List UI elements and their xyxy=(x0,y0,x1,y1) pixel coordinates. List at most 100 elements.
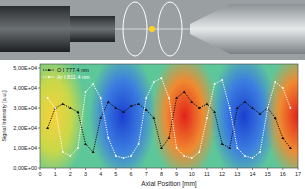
legend-swatch xyxy=(43,77,55,78)
x-tick xyxy=(298,168,299,170)
x-tick-label: 0 xyxy=(38,171,41,177)
series-point xyxy=(290,107,292,109)
legend-label: O I 777.4 nm xyxy=(57,67,89,73)
x-tick xyxy=(161,168,162,170)
series-point xyxy=(137,102,140,105)
x-tick-label: 9 xyxy=(175,171,178,177)
x-tick xyxy=(267,168,268,170)
series-point xyxy=(61,102,64,105)
y-tick-label: 1,00E+04 xyxy=(13,145,37,151)
x-tick xyxy=(252,168,253,170)
x-tick xyxy=(282,168,283,170)
y-tick-label: 5,00E+04 xyxy=(13,65,37,71)
x-tick-label: 16 xyxy=(280,171,286,177)
x-tick-label: 12 xyxy=(219,171,225,177)
series-point xyxy=(236,106,239,109)
series-point xyxy=(77,147,79,149)
series-point xyxy=(145,97,147,99)
series-point xyxy=(267,107,269,109)
series-point xyxy=(92,83,94,85)
x-tick xyxy=(40,168,41,170)
x-tick xyxy=(191,168,192,170)
field-blob xyxy=(89,64,156,168)
series-point xyxy=(130,104,133,107)
series-point xyxy=(168,136,171,139)
series-point xyxy=(161,77,163,79)
x-tick-label: 10 xyxy=(189,171,195,177)
series-point xyxy=(84,142,87,145)
series-point xyxy=(229,107,231,109)
series-point xyxy=(289,146,292,149)
x-tick-label: 3 xyxy=(84,171,87,177)
series-point xyxy=(228,146,231,149)
series-point xyxy=(85,91,87,93)
series-point xyxy=(153,81,155,83)
series-point xyxy=(92,150,95,153)
field-map xyxy=(40,64,298,168)
x-tick xyxy=(131,168,132,170)
series-point xyxy=(46,126,49,129)
series-point xyxy=(152,116,155,119)
photo-bg xyxy=(0,0,305,60)
series-point xyxy=(221,142,224,145)
x-tick-label: 15 xyxy=(265,171,271,177)
series-point xyxy=(259,151,261,153)
series-point xyxy=(130,155,132,157)
series-point xyxy=(282,87,284,89)
series-point xyxy=(221,79,223,81)
series-point xyxy=(259,112,262,115)
legend-label: Ar I 811.4 nm xyxy=(57,74,90,80)
series-point xyxy=(176,147,178,149)
y-tick xyxy=(38,148,40,149)
series-point xyxy=(107,100,110,103)
series-point xyxy=(190,100,193,103)
series-point xyxy=(99,116,102,119)
series-point xyxy=(54,107,56,109)
series-point xyxy=(243,100,246,103)
x-tick xyxy=(100,168,101,170)
series-point xyxy=(69,155,71,157)
x-tick xyxy=(222,168,223,170)
x-tick xyxy=(176,168,177,170)
series-point xyxy=(122,110,125,113)
series-point xyxy=(107,137,109,139)
series-point xyxy=(168,97,170,99)
y-tick xyxy=(38,128,40,129)
field-blob xyxy=(151,64,218,168)
x-tick xyxy=(146,168,147,170)
series-line xyxy=(48,92,291,152)
x-tick-label: 4 xyxy=(99,171,102,177)
nozzle xyxy=(190,4,305,54)
series-point xyxy=(206,117,208,119)
y-tick-label: 3,00E+04 xyxy=(13,105,37,111)
series-point xyxy=(191,157,193,159)
x-tick-label: 5 xyxy=(114,171,117,177)
figure: 0,00E+001,00E+042,00E+043,00E+044,00E+04… xyxy=(0,0,305,189)
series-point xyxy=(214,83,216,85)
series-point xyxy=(198,106,201,109)
series-point xyxy=(183,90,186,93)
series-point xyxy=(274,81,276,83)
x-axis-label: Axial Position [mm] xyxy=(141,180,196,188)
y-tick xyxy=(38,68,40,69)
series-point xyxy=(145,108,148,111)
y-axis-label: Signal Intensity [a.u.] xyxy=(1,90,7,142)
series-point xyxy=(76,110,79,113)
y-tick xyxy=(38,88,40,89)
field-blob xyxy=(264,64,298,168)
x-tick-label: 13 xyxy=(234,171,240,177)
x-tick-label: 7 xyxy=(145,171,148,177)
series-point xyxy=(198,151,200,153)
series-group xyxy=(46,77,292,159)
y-tick-label: 4,00E+04 xyxy=(13,85,37,91)
x-tick-label: 6 xyxy=(130,171,133,177)
series-point xyxy=(69,106,72,109)
x-tick xyxy=(206,168,207,170)
series-point xyxy=(281,136,284,139)
series-point xyxy=(138,143,140,145)
x-tick xyxy=(70,168,71,170)
legend-marker xyxy=(48,76,50,78)
y-tick-label: 0,00E+00 xyxy=(13,165,37,171)
x-tick xyxy=(115,168,116,170)
plot-frame xyxy=(40,64,298,168)
